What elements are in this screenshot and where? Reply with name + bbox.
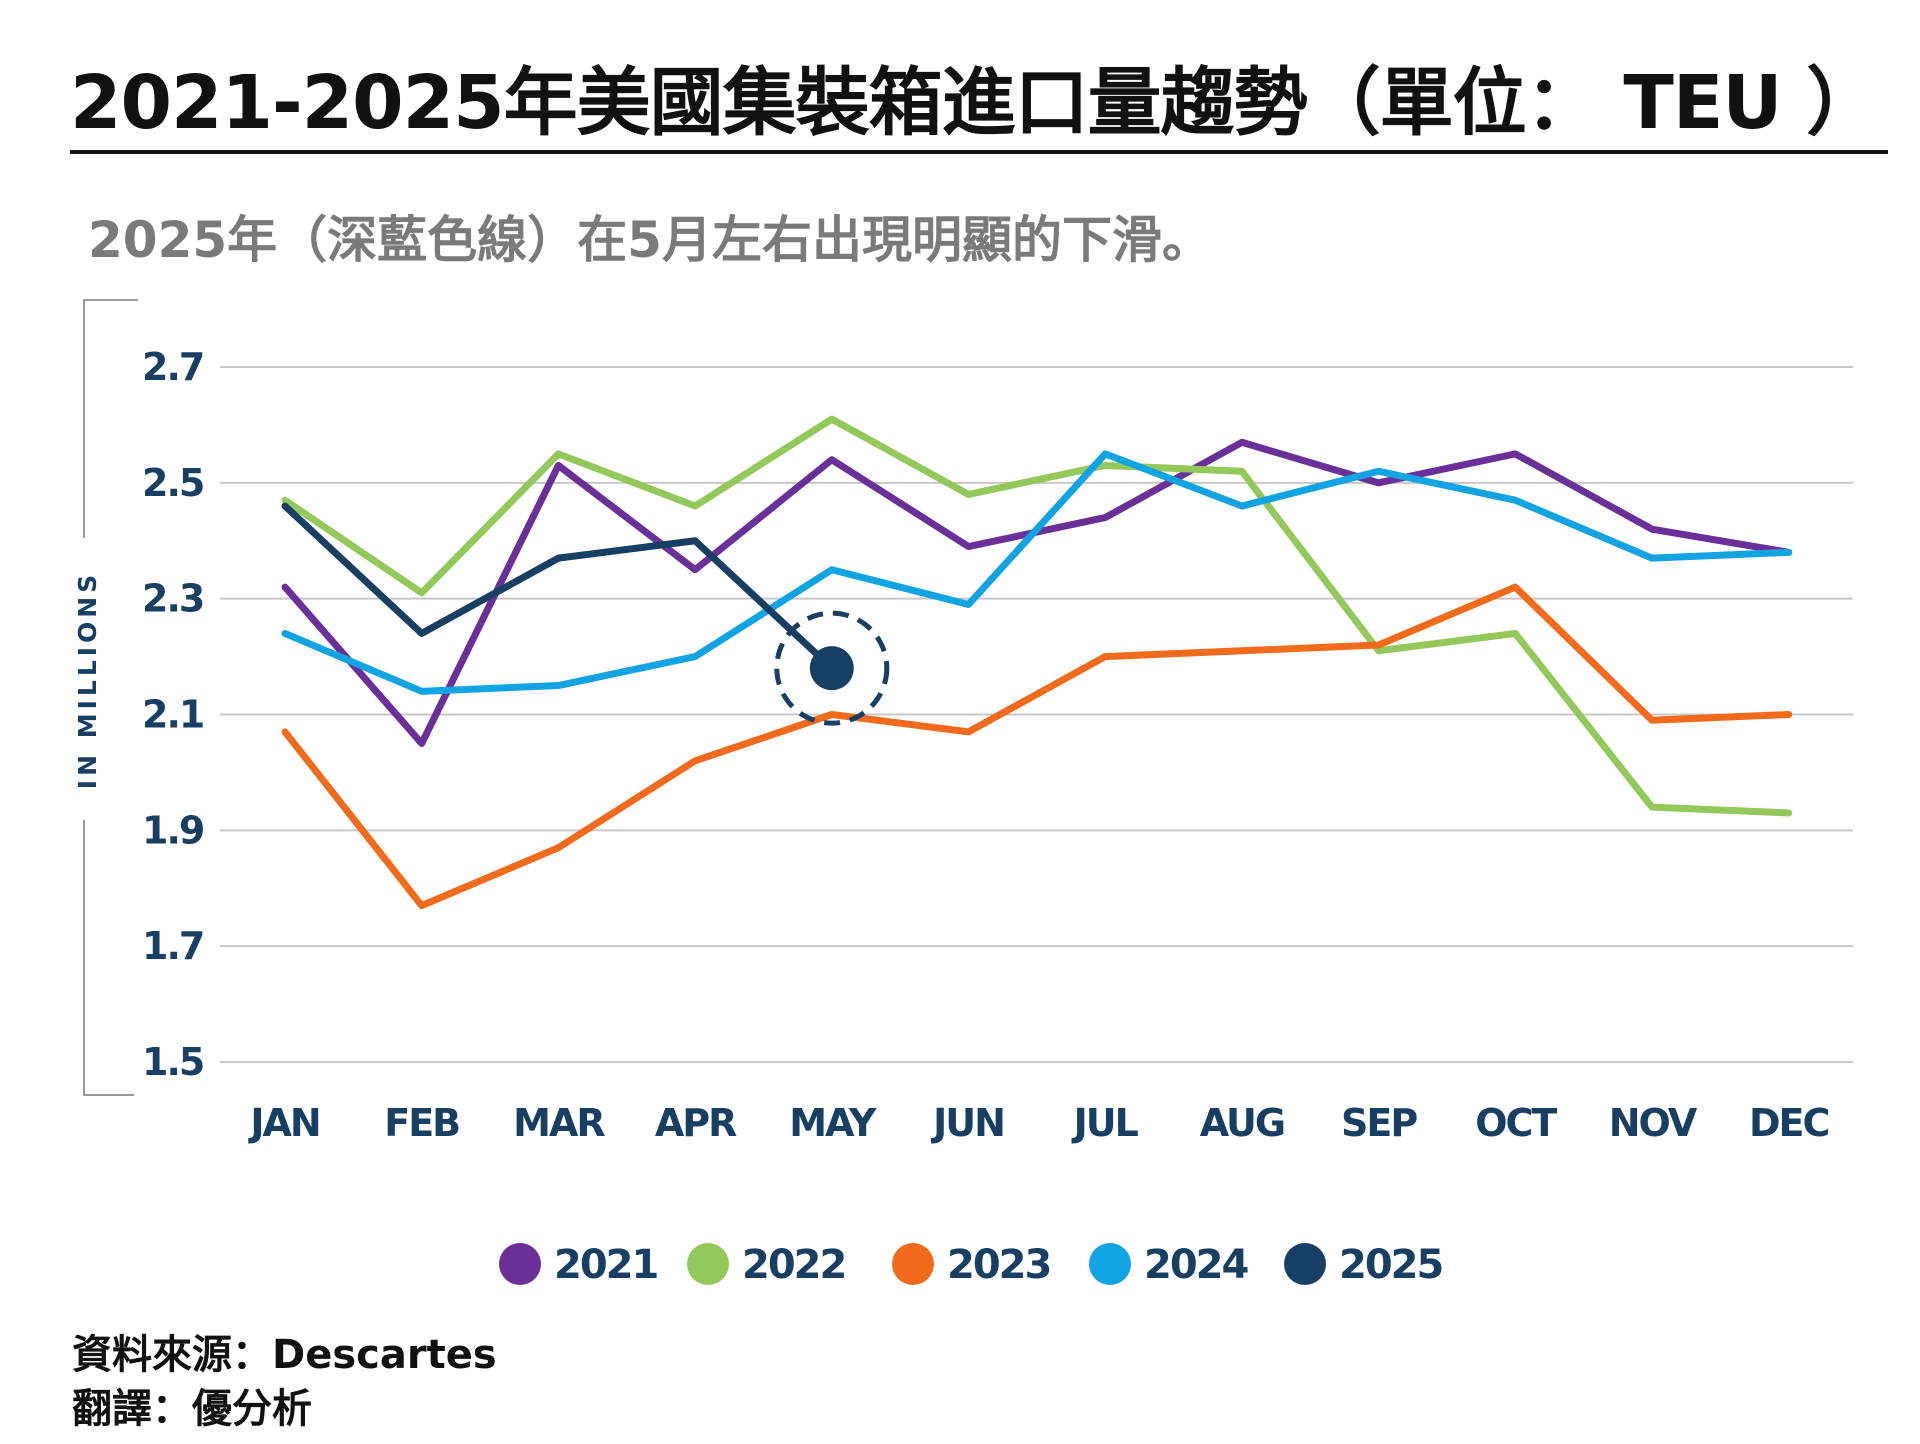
x-tick-label: FEB [384,1101,459,1145]
chart-subtitle: 2025年（深藍色線）在5月左右出現明顯的下滑。 [88,211,1212,269]
x-tick-label: MAY [789,1101,877,1145]
line-chart: 2.7 2.5 2.3 2.1 1.9 1.7 1.5 JAN FEB MAR APR MAY JUN… [70,299,1853,1288]
x-tick-labels: JAN FEB MAR APR MAY JUN JUL AUG SEP OCT NOV DEC [247,1101,1830,1145]
highlight-dashed-ring [774,610,890,726]
legend-label: 2025 [1339,1242,1442,1288]
legend-marker-2024 [1089,1243,1131,1285]
title-underline [70,150,1888,154]
x-tick-label: SEP [1341,1101,1417,1145]
y-tick-labels: 2.7 2.5 2.3 2.1 1.9 1.7 1.5 [142,345,206,1084]
series-line-2023 [281,583,1793,910]
y-tick-label: 1.7 [142,924,203,968]
legend-marker-2023 [892,1243,934,1285]
y-tick-label: 1.9 [142,808,204,852]
x-tick-label: JAN [247,1101,319,1145]
y-axis-label: IN MILLIONS [73,571,102,789]
y-tick-label: 2.1 [142,693,203,737]
y-axis-label-group: IN MILLIONS [70,538,102,820]
source-note: 資料來源：Descartes [72,1332,497,1378]
x-tick-label: DEC [1749,1101,1829,1145]
x-tick-label: NOV [1609,1101,1698,1145]
legend-label: 2024 [1144,1242,1247,1288]
legend-label: 2022 [742,1242,845,1288]
legend-label: 2023 [947,1242,1050,1288]
y-tick-label: 2.5 [142,461,203,505]
highlight-marker [774,610,890,726]
legend-label: 2021 [554,1242,657,1288]
legend-marker-2022 [687,1243,729,1285]
y-axis-label-gap [70,538,100,820]
x-tick-label: AUG [1200,1101,1284,1145]
legend: 2021 2022 2023 2024 2025 [499,1242,1444,1288]
highlight-point [809,646,854,691]
x-tick-label: OCT [1475,1101,1557,1145]
y-tick-label: 2.7 [142,345,203,389]
x-tick-label: JUL [1071,1101,1139,1145]
series-line-2022 [281,415,1793,817]
translation-note: 翻譯：優分析 [72,1386,312,1432]
series-line-2024 [281,450,1793,695]
legend-marker-2025 [1284,1243,1326,1285]
x-tick-label: MAR [513,1101,605,1145]
x-tick-label: JUN [930,1101,1004,1145]
y-tick-label: 2.3 [142,577,203,621]
legend-marker-2021 [499,1243,541,1285]
gridlines [220,366,1853,1063]
series-lines [281,415,1793,910]
x-tick-label: APR [655,1101,737,1145]
series-line-2025 [281,502,836,672]
y-tick-label: 1.5 [142,1040,203,1084]
chart-title: 2021-2025年美國集裝箱進口量趨勢（單位： TEU ） [70,60,1880,146]
